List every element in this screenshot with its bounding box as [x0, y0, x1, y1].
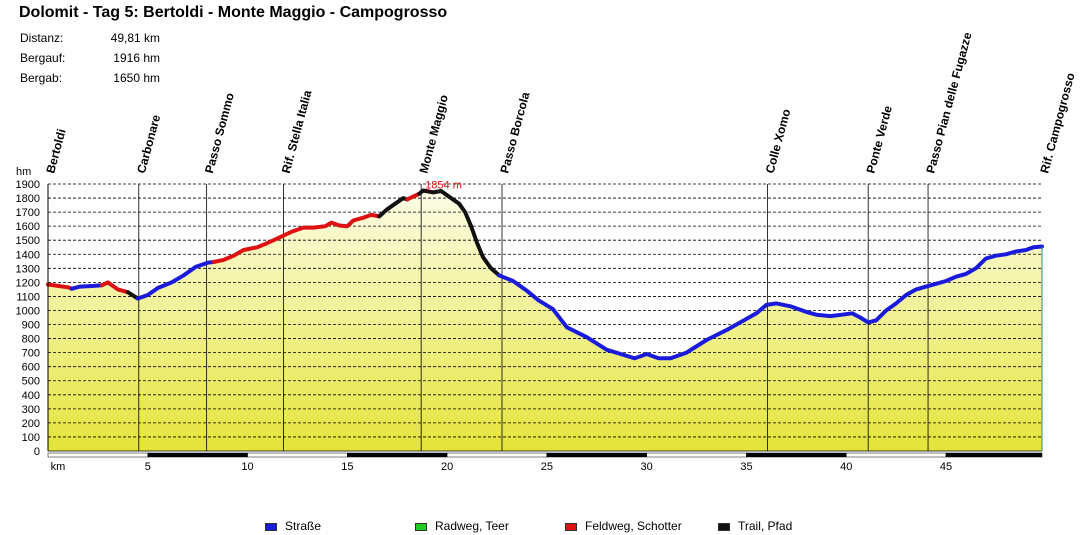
x-tick-label: 35: [740, 461, 752, 473]
stat-descent-label: Bergab:: [20, 71, 63, 85]
y-tick-label: 700: [22, 348, 40, 360]
legend-label-bike-path: Radweg, Teer: [435, 519, 509, 533]
y-tick-label: 100: [22, 432, 40, 444]
waypoint-label: Rif. Stella Italia: [279, 88, 315, 174]
x-tick-label: 5: [145, 461, 151, 473]
x-tick-label: 30: [641, 461, 653, 473]
legend-swatch-trail: [718, 523, 730, 531]
y-tick-label: 1800: [16, 193, 40, 205]
y-tick-label: 800: [22, 334, 40, 346]
y-tick-label: 1500: [16, 235, 40, 247]
y-tick-label: 0: [34, 446, 40, 458]
x-tick-label: 40: [840, 461, 852, 473]
x-tick-label: 10: [241, 461, 253, 473]
chart-title: Dolomit - Tag 5: Bertoldi - Monte Maggio…: [19, 4, 448, 21]
stat-descent-value: 1650 hm: [113, 71, 160, 85]
waypoint-label: Passo Sommo: [202, 91, 237, 175]
profile-segment: [417, 188, 501, 278]
y-tick-label: 1400: [16, 249, 40, 261]
stat-ascent-value: 1916 hm: [113, 51, 160, 65]
legend-label-trail: Trail, Pfad: [738, 519, 793, 533]
profile-segment: [497, 244, 1044, 361]
legend-swatch-road: [265, 523, 277, 531]
waypoint-label: Ponte Verde: [864, 104, 896, 175]
x-tick-label: 20: [441, 461, 453, 473]
profile-area-fill: [48, 190, 1042, 451]
profile-segment: [135, 260, 216, 301]
y-tick-label: 400: [22, 390, 40, 402]
profile-segment: [99, 280, 130, 295]
km-scale-segment: [347, 452, 448, 458]
profile-segment: [211, 212, 382, 264]
km-scale-segment: [147, 452, 248, 458]
y-tick-label: 200: [22, 418, 40, 430]
max-elevation-label: 1854 m: [425, 179, 462, 191]
y-tick-label: 900: [22, 320, 40, 332]
profile-segment: [46, 282, 74, 291]
waypoint-label: Passo Borcola: [497, 90, 532, 174]
waypoint-label: Colle Xomo: [763, 107, 794, 174]
y-tick-label: 500: [22, 376, 40, 388]
y-tick-label: 1100: [16, 291, 40, 303]
y-tick-label: 1600: [16, 221, 40, 233]
y-tick-label: 600: [22, 362, 40, 374]
km-scale-segment: [746, 452, 847, 458]
stat-distance-value: 49,81 km: [110, 31, 160, 45]
stat-distance-label: Distanz:: [20, 31, 64, 45]
profile-segment: [377, 196, 410, 219]
profile-segment: [69, 283, 104, 291]
y-tick-label: 300: [22, 404, 40, 416]
y-tick-label: 1000: [16, 305, 40, 317]
y-tick-label: 1900: [16, 179, 40, 191]
y-tick-label: 1700: [16, 207, 40, 219]
waypoint-label: Monte Maggio: [417, 93, 451, 175]
km-scale-segment: [446, 452, 548, 458]
y-axis-label: hm: [16, 166, 31, 178]
legend-swatch-bike-path: [415, 523, 427, 531]
legend-swatch-gravel: [565, 523, 577, 531]
km-scale-segment: [546, 452, 647, 458]
waypoint-label: Passo Pian delle Fugazze: [923, 30, 974, 174]
y-tick-label: 1200: [16, 277, 40, 289]
x-tick-label: 45: [940, 461, 952, 473]
y-tick-label: 1300: [16, 263, 40, 275]
legend-label-road: Straße: [285, 519, 322, 533]
km-scale-segment: [47, 452, 149, 458]
x-axis-label: km: [51, 461, 66, 473]
waypoint-label: Bertoldi: [43, 127, 68, 174]
km-scale-segment: [845, 452, 947, 458]
legend-label-gravel: Feldweg, Schotter: [585, 519, 682, 533]
waypoint-label: Carbonare: [134, 113, 163, 175]
waypoint-label: Rif. Campogrosso: [1037, 71, 1077, 174]
x-tick-label: 15: [341, 461, 353, 473]
profile-segment: [405, 191, 422, 202]
stat-ascent-label: Bergauf:: [20, 51, 66, 65]
km-scale-segment: [945, 452, 1043, 458]
km-scale-segment: [646, 452, 747, 458]
km-scale-segment: [247, 452, 348, 458]
x-tick-label: 25: [541, 461, 553, 473]
